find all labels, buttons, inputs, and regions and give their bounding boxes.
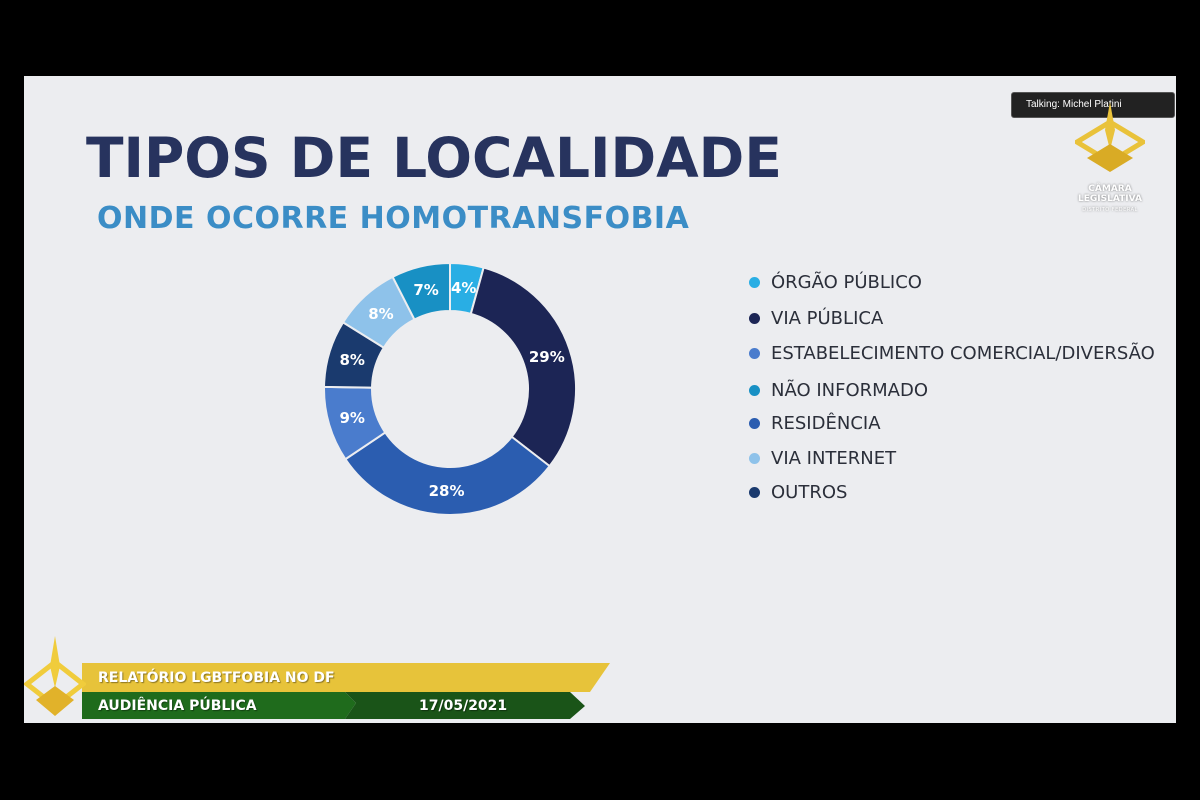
legend-item: ÓRGÃO PÚBLICO: [749, 272, 922, 293]
legend-dot: [749, 453, 760, 464]
slide-subtitle: ONDE OCORRE HOMOTRANSFOBIA: [97, 201, 690, 236]
camara-legislativa-logo-icon: [1075, 102, 1145, 172]
legend-label: ÓRGÃO PÚBLICO: [771, 272, 922, 293]
legend-label: ESTABELECIMENTO COMERCIAL/DIVERSÃO: [771, 343, 1155, 364]
legend-item: NÃO INFORMADO: [749, 380, 928, 401]
logo-line-legislativa: LEGISLATIVA: [1078, 194, 1142, 204]
donut-label-3: 9%: [339, 409, 364, 427]
donut-label-1: 29%: [529, 348, 565, 366]
slide-title: TIPOS DE LOCALIDADE: [86, 126, 782, 190]
legend-item: RESIDÊNCIA: [749, 413, 881, 434]
donut-label-0: 4%: [451, 279, 476, 297]
legend-dot: [749, 487, 760, 498]
legend-dot: [749, 277, 760, 288]
donut-label-4: 8%: [339, 351, 364, 369]
donut-label-5: 8%: [368, 305, 393, 323]
legend-label: NÃO INFORMADO: [771, 380, 929, 401]
donut-chart: 4% 29% 28% 9% 8% 8% 7%: [323, 261, 577, 516]
camara-legislativa-logo: CÂMARA LEGISLATIVA DISTRITO FEDERAL: [1072, 100, 1148, 218]
legend-dot: [749, 385, 760, 396]
donut-slice-6: [391, 261, 451, 321]
legend-dot: [749, 313, 760, 324]
legend-dot: [749, 418, 760, 429]
donut-label-6: 7%: [413, 281, 438, 299]
presentation-slide: TIPOS DE LOCALIDADE ONDE OCORRE HOMOTRAN…: [24, 76, 1176, 723]
legend-item: ESTABELECIMENTO COMERCIAL/DIVERSÃO: [749, 343, 1155, 364]
donut-slice-2: [343, 431, 552, 516]
legend-label: RESIDÊNCIA: [771, 413, 881, 434]
legend-label: VIA INTERNET: [771, 448, 897, 469]
legend-label: VIA PÚBLICA: [771, 308, 884, 329]
legend-label: OUTROS: [771, 482, 848, 503]
donut-label-2: 28%: [429, 482, 465, 500]
legend-item: OUTROS: [749, 482, 847, 503]
active-speaker-indicator: Talking: Michel Platini: [1011, 92, 1175, 118]
legend-item: VIA INTERNET: [749, 448, 896, 469]
logo-line-camara: CÂMARA: [1088, 184, 1132, 194]
donut-slice-1: [469, 266, 577, 468]
legend-dot: [749, 348, 760, 359]
logo-line-distrito: DISTRITO FEDERAL: [1082, 207, 1138, 213]
legend-item: VIA PÚBLICA: [749, 308, 883, 329]
